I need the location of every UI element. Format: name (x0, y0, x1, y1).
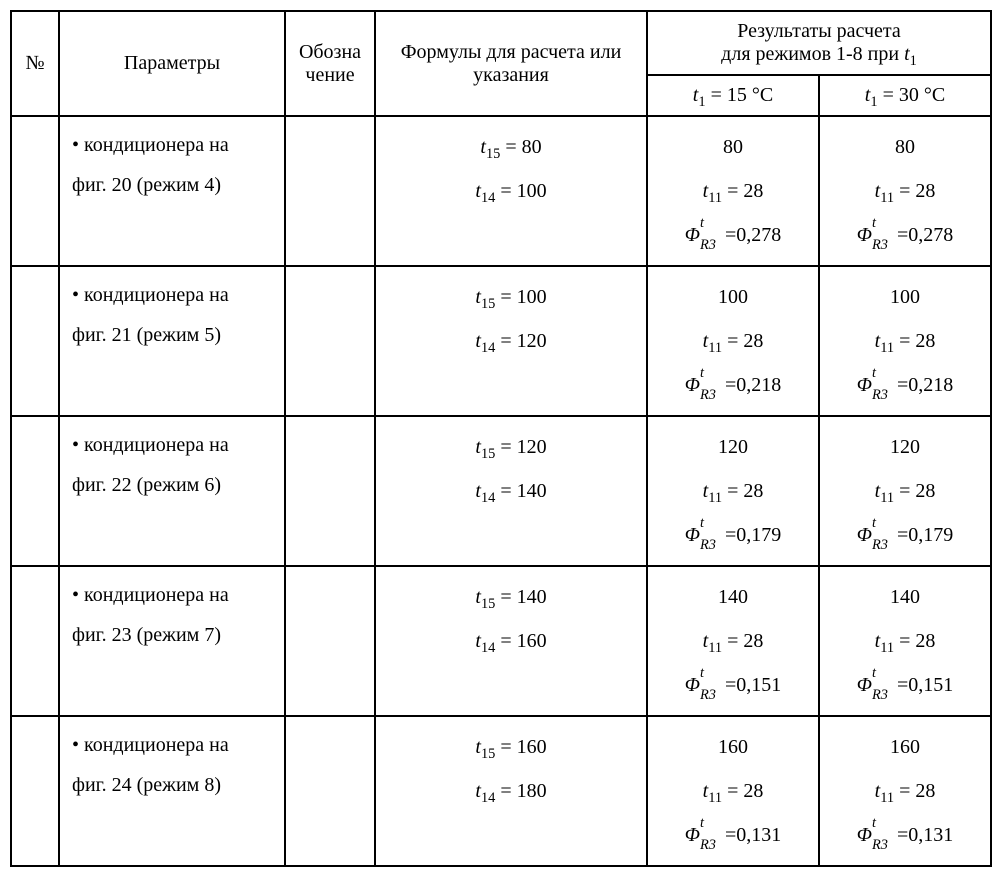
header-oboz: Обозна чение (285, 11, 375, 116)
header-params: Параметры (59, 11, 285, 116)
cell-formula: t15 = 120t14 = 140 (375, 416, 647, 566)
cell-result-15: 100t11 = 28ΦR3t =0,218 (647, 266, 819, 416)
header-formulas-line2: указания (473, 64, 549, 86)
subheader-t1-15: t1 = 15 °С (647, 75, 819, 116)
header-num: № (11, 11, 59, 116)
table-row: • кондиционера нафиг. 23 (режим 7) t15 = … (11, 566, 991, 716)
cell-params: • кондиционера нафиг. 20 (режим 4) (59, 116, 285, 266)
cell-result-30: 120t11 = 28ΦR3t =0,179 (819, 416, 991, 566)
table-row: • кондиционера нафиг. 21 (режим 5) t15 = … (11, 266, 991, 416)
header-results-group: Результаты расчета для режимов 1-8 при t… (647, 11, 991, 75)
header-formulas-line1: Формулы для расчета или (401, 41, 622, 63)
table-row: • кондиционера нафиг. 24 (режим 8) t15 = … (11, 716, 991, 866)
subheader-t1-30: t1 = 30 °С (819, 75, 991, 116)
cell-oboz (285, 566, 375, 716)
cell-num (11, 566, 59, 716)
cell-num (11, 116, 59, 266)
subheader-t1-15-sub: 1 (698, 94, 705, 110)
table-row: • кондиционера нафиг. 20 (режим 4) t15 = … (11, 116, 991, 266)
header-oboz-line1: Обозна (299, 41, 361, 63)
cell-oboz (285, 716, 375, 866)
cell-oboz (285, 116, 375, 266)
cell-num (11, 416, 59, 566)
header-results-t1-sub: 1 (910, 53, 917, 69)
header-formulas: Формулы для расчета или указания (375, 11, 647, 116)
cell-formula: t15 = 140t14 = 160 (375, 566, 647, 716)
table-row: • кондиционера нафиг. 22 (режим 6) t15 = … (11, 416, 991, 566)
cell-result-15: 80t11 = 28ΦR3t =0,278 (647, 116, 819, 266)
cell-result-30: 100t11 = 28ΦR3t =0,218 (819, 266, 991, 416)
cell-params: • кондиционера нафиг. 24 (режим 8) (59, 716, 285, 866)
cell-num (11, 716, 59, 866)
cell-formula: t15 = 80t14 = 100 (375, 116, 647, 266)
cell-params: • кондиционера нафиг. 22 (режим 6) (59, 416, 285, 566)
cell-result-30: 140t11 = 28ΦR3t =0,151 (819, 566, 991, 716)
cell-formula: t15 = 160t14 = 180 (375, 716, 647, 866)
cell-result-15: 160t11 = 28ΦR3t =0,131 (647, 716, 819, 866)
subheader-t1-30-rest: = 30 °С (878, 84, 946, 106)
cell-result-30: 160t11 = 28ΦR3t =0,131 (819, 716, 991, 866)
cell-oboz (285, 266, 375, 416)
subheader-t1-30-sub: 1 (870, 94, 877, 110)
cell-result-30: 80t11 = 28ΦR3t =0,278 (819, 116, 991, 266)
subheader-t1-15-rest: = 15 °С (706, 84, 774, 106)
header-results-line1: Результаты расчета (737, 20, 901, 42)
cell-oboz (285, 416, 375, 566)
cell-params: • кондиционера нафиг. 23 (режим 7) (59, 566, 285, 716)
cell-result-15: 120t11 = 28ΦR3t =0,179 (647, 416, 819, 566)
cell-formula: t15 = 100t14 = 120 (375, 266, 647, 416)
header-oboz-line2: чение (305, 64, 354, 86)
cell-num (11, 266, 59, 416)
cell-params: • кондиционера нафиг. 21 (режим 5) (59, 266, 285, 416)
header-results-line2: для режимов 1-8 при (721, 43, 904, 65)
table-body: • кондиционера нафиг. 20 (режим 4) t15 = … (11, 116, 991, 866)
cell-result-15: 140t11 = 28ΦR3t =0,151 (647, 566, 819, 716)
calculation-table: № Параметры Обозна чение Формулы для рас… (10, 10, 992, 867)
